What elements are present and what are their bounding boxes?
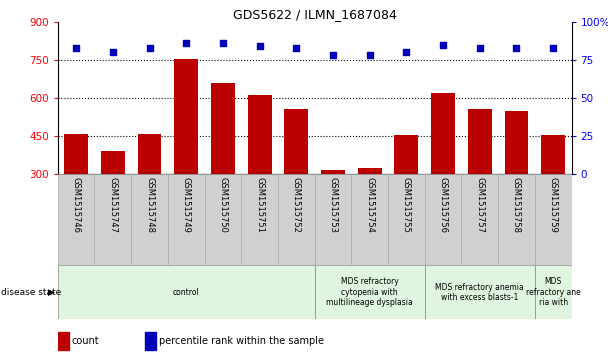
Bar [425,265,535,319]
Text: GSM1515755: GSM1515755 [402,177,411,233]
Bar [315,265,425,319]
Bar [395,135,418,174]
Point [71,45,81,50]
Text: GSM1515752: GSM1515752 [292,177,301,233]
Bar [505,111,528,174]
Text: MDS refractory
cytopenia with
multilineage dysplasia: MDS refractory cytopenia with multilinea… [326,277,413,307]
Bar [101,151,125,174]
Bar [431,93,455,174]
Text: disease state: disease state [1,288,61,297]
Text: MDS refractory anemia
with excess blasts-1: MDS refractory anemia with excess blasts… [435,282,524,302]
Text: GSM1515748: GSM1515748 [145,177,154,233]
Bar [535,265,572,319]
Point [108,49,118,55]
Text: control: control [173,288,199,297]
Bar [535,174,572,265]
Title: GDS5622 / ILMN_1687084: GDS5622 / ILMN_1687084 [233,8,396,21]
Point [255,43,264,49]
Bar [137,134,162,174]
Bar [204,174,241,265]
Bar [541,135,565,174]
Bar [211,83,235,174]
Text: GSM1515749: GSM1515749 [182,177,191,233]
Bar [241,174,278,265]
Bar [461,174,498,265]
Text: count: count [72,336,99,346]
Bar [145,332,156,350]
Text: GSM1515751: GSM1515751 [255,177,264,233]
Text: GSM1515758: GSM1515758 [512,177,521,233]
Text: MDS
refractory ane
ria with: MDS refractory ane ria with [526,277,581,307]
Bar [58,265,315,319]
Point [475,45,485,50]
Text: GSM1515756: GSM1515756 [438,177,447,233]
Point [291,45,301,50]
Text: GSM1515746: GSM1515746 [72,177,81,233]
Text: GSM1515747: GSM1515747 [108,177,117,233]
Point [401,49,411,55]
Point [328,52,338,58]
Bar [168,174,204,265]
Point [438,42,448,48]
Bar [498,174,535,265]
Text: ▶: ▶ [48,288,55,297]
Bar [285,110,308,174]
Bar [278,174,315,265]
Text: GSM1515750: GSM1515750 [218,177,227,233]
Bar [468,110,492,174]
Text: GSM1515757: GSM1515757 [475,177,485,233]
Point [181,40,191,46]
Bar [351,174,388,265]
Bar [358,168,382,174]
Bar [388,174,425,265]
Bar [94,174,131,265]
Text: percentile rank within the sample: percentile rank within the sample [159,336,324,346]
Text: GSM1515759: GSM1515759 [548,177,558,233]
Point [145,45,154,50]
Bar [58,332,69,350]
Bar [64,134,88,174]
Bar [247,95,272,174]
Bar [425,174,461,265]
Point [548,45,558,50]
Bar [321,170,345,174]
Point [365,52,375,58]
Bar [315,174,351,265]
Bar [58,174,94,265]
Bar [131,174,168,265]
Point [511,45,521,50]
Text: GSM1515753: GSM1515753 [328,177,337,233]
Point [218,40,228,46]
Bar [174,58,198,174]
Text: GSM1515754: GSM1515754 [365,177,374,233]
